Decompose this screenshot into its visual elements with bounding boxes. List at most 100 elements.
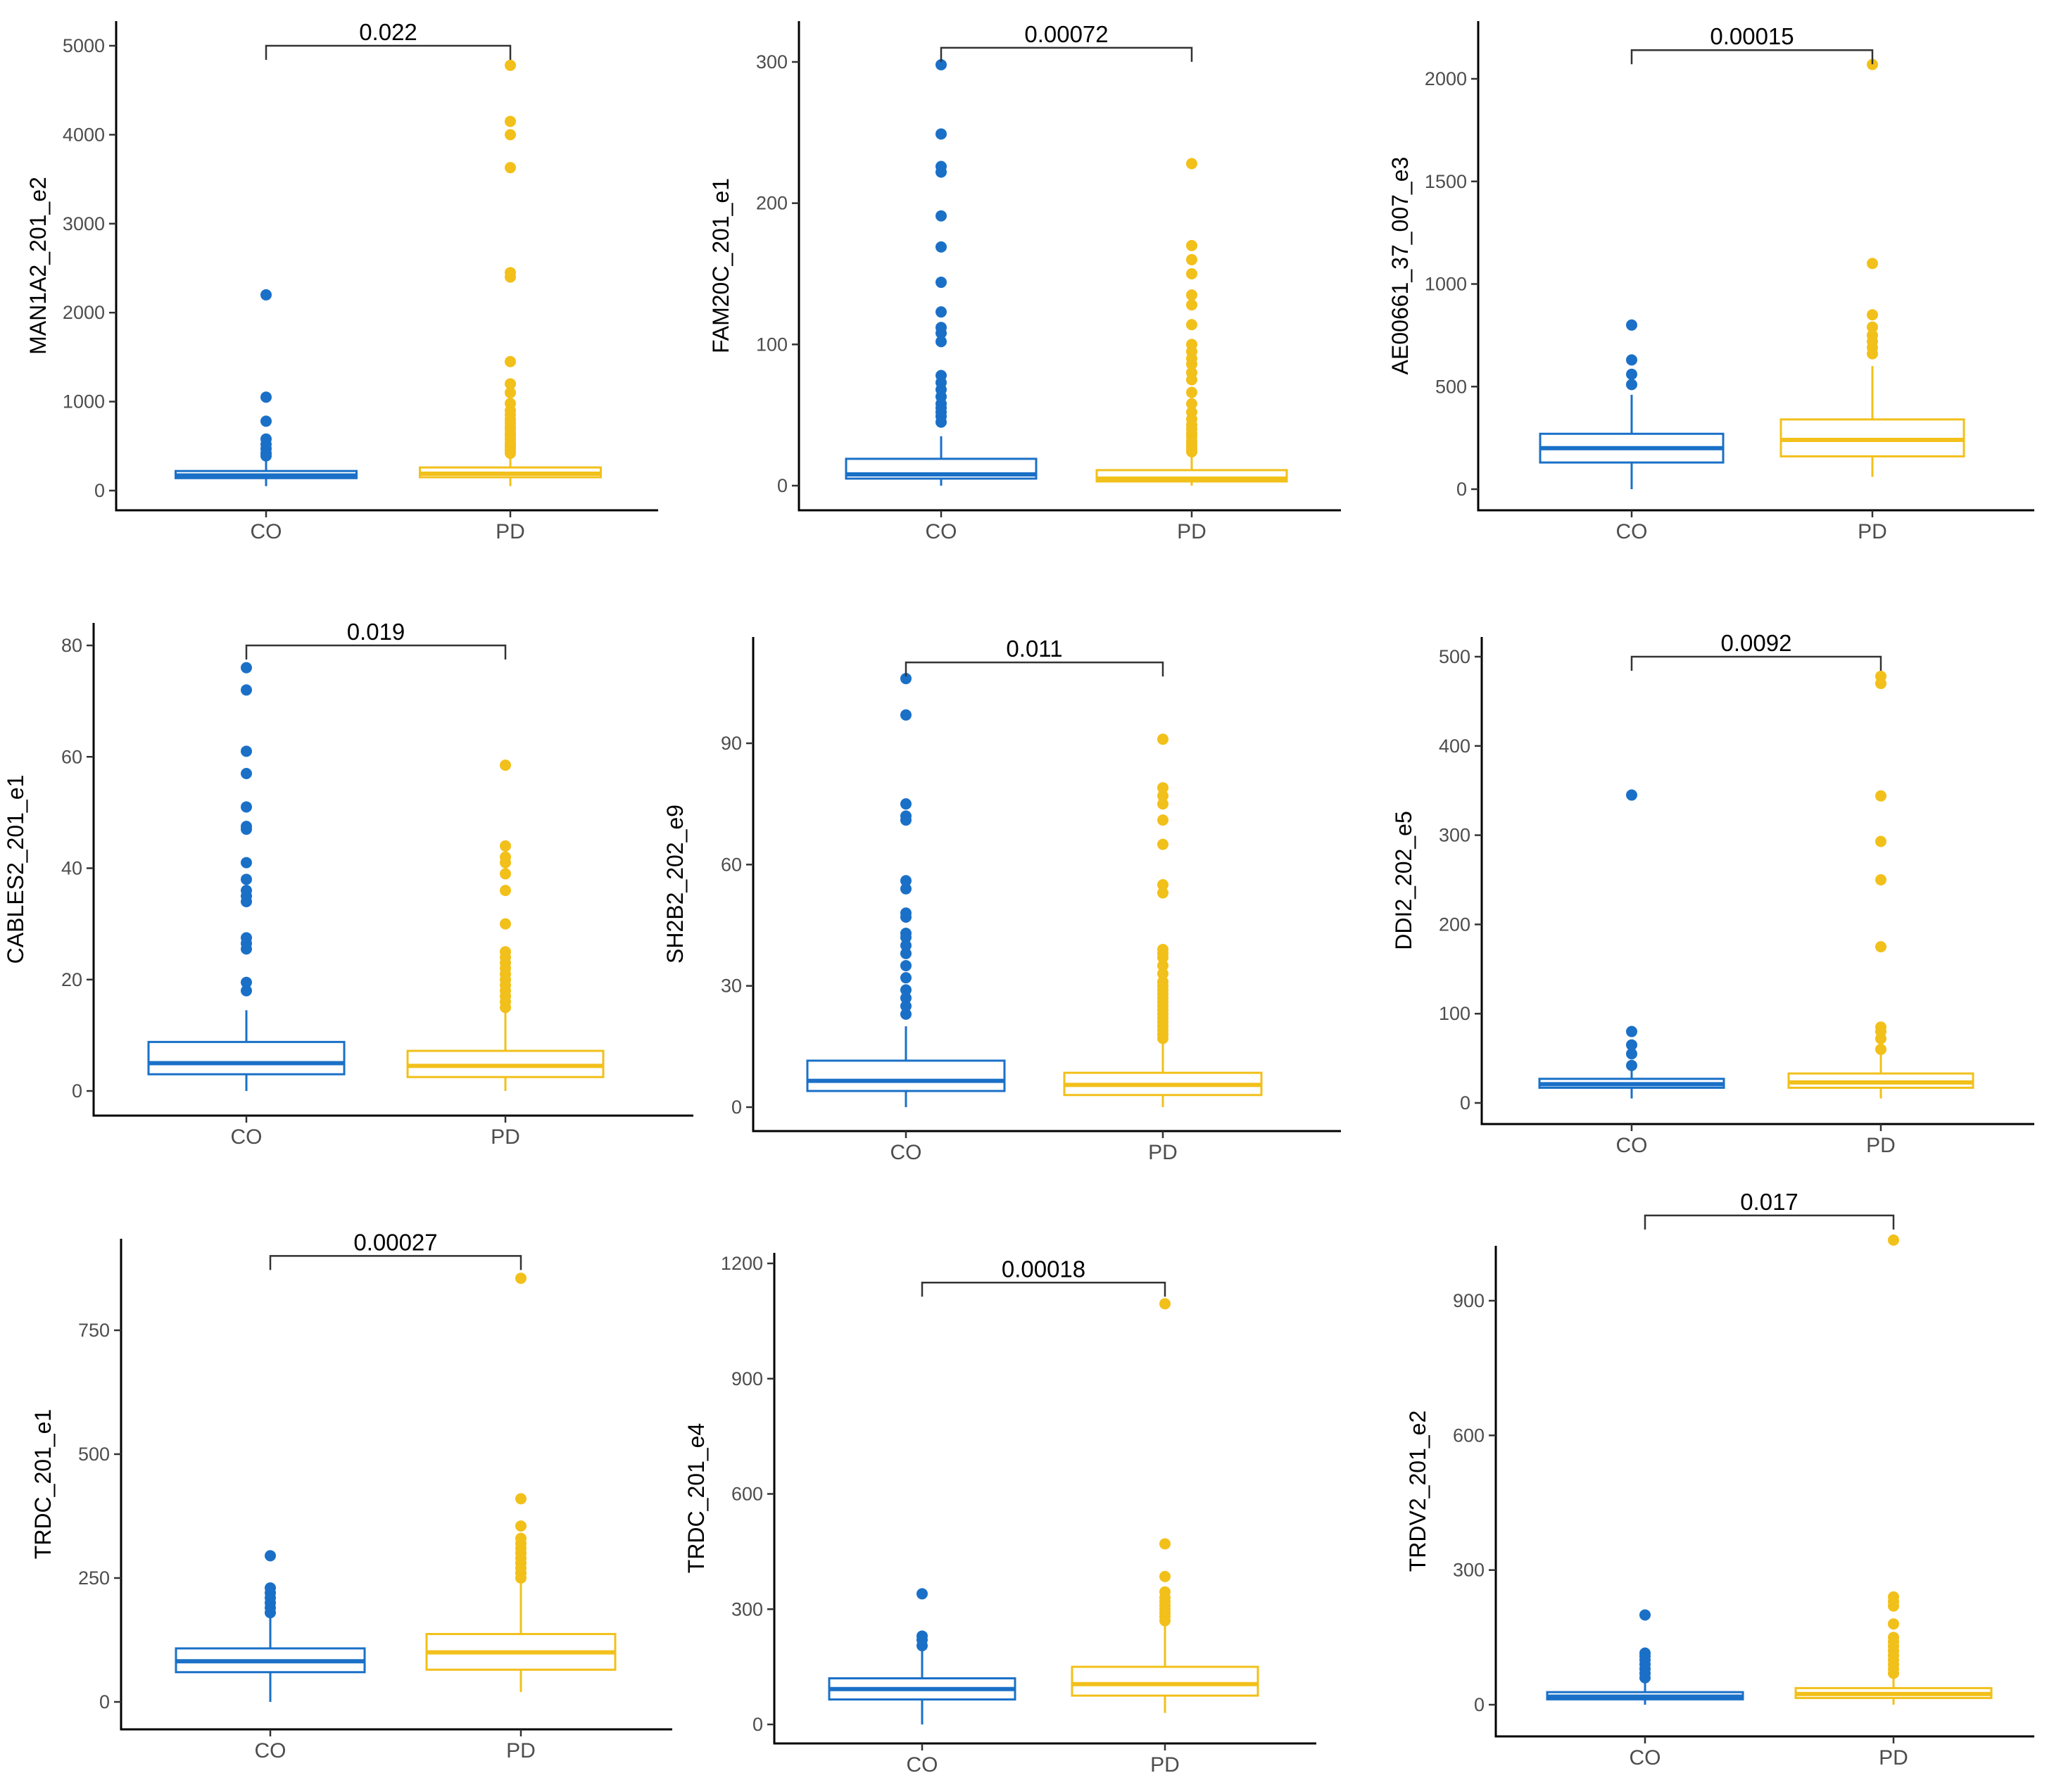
outlier-point: [1875, 1033, 1886, 1045]
outlier-point: [500, 1002, 511, 1014]
iqr-box: [806, 1059, 1006, 1092]
outlier-point: [1157, 959, 1168, 971]
box-CO: [1546, 1609, 1744, 1705]
p-value-label: 0.00072: [1024, 21, 1108, 47]
box-PD: [1794, 1234, 1993, 1705]
outlier-point: [1875, 790, 1886, 802]
outlier-point: [900, 940, 912, 952]
y-axis-title: DDI2_202_e5: [1391, 811, 1416, 949]
chart-panel-TRDC_201_e1: 0 250 500 750 TRDC_201_e1 CO PD 0.00027: [30, 1229, 672, 1762]
outlier-point: [935, 241, 947, 253]
outlier-point: [935, 327, 947, 339]
x-category-label: CO: [255, 1739, 286, 1762]
y-tick-label: 500: [78, 1444, 110, 1465]
outlier-point: [935, 59, 947, 71]
outlier-point: [900, 959, 912, 971]
y-tick-label: 2000: [1425, 68, 1467, 89]
box-CO: [845, 59, 1038, 486]
outlier-point: [1157, 790, 1168, 802]
p-value-label: 0.017: [1740, 1189, 1798, 1215]
x-category-label: CO: [890, 1141, 922, 1164]
outlier-point: [241, 857, 252, 869]
y-tick-label: 300: [731, 1598, 763, 1620]
x-category-label: PD: [1177, 520, 1206, 543]
outlier-point: [1157, 968, 1168, 980]
y-tick-label: 5000: [63, 35, 105, 56]
y-axis-title: TRDC_201_e4: [683, 1423, 709, 1573]
outlier-point: [260, 289, 272, 301]
outlier-point: [916, 1640, 928, 1652]
outlier-point: [241, 895, 252, 907]
y-tick-label: 200: [756, 193, 788, 214]
box-CO: [1538, 789, 1725, 1099]
outlier-point: [1186, 358, 1197, 370]
outlier-point: [1626, 379, 1637, 391]
y-tick-label: 300: [1453, 1560, 1485, 1581]
x-category-label: CO: [907, 1753, 938, 1777]
x-category-label: PD: [491, 1125, 520, 1149]
y-tick-label: 200: [1439, 914, 1470, 935]
significance-bracket: [921, 1282, 1166, 1297]
x-category-label: PD: [1858, 520, 1887, 543]
outlier-point: [1159, 1615, 1171, 1627]
y-tick-label: 900: [1453, 1290, 1485, 1311]
y-tick-label: 500: [1439, 646, 1470, 667]
outlier-point: [900, 931, 912, 943]
outlier-point: [1888, 1600, 1899, 1612]
outlier-point: [500, 759, 511, 771]
outlier-point: [1157, 814, 1168, 826]
y-tick-label: 60: [61, 746, 82, 767]
outlier-point: [1867, 58, 1878, 70]
y-axis-title: FAM20C_201_e1: [708, 178, 733, 353]
box-CO: [147, 662, 346, 1091]
x-category-label: CO: [1616, 520, 1648, 543]
outlier-point: [241, 985, 252, 997]
chart-panel-DDI2_202_e5: 0 100 200 300 400 500 DDI2_202_e5 CO PD 0.0092: [1391, 630, 2034, 1157]
outlier-point: [916, 1588, 928, 1600]
significance-bracket: [1644, 1214, 1895, 1230]
outlier-point: [900, 947, 912, 959]
box-CO: [175, 289, 358, 486]
outlier-point: [241, 824, 252, 835]
outlier-point: [900, 814, 912, 826]
outlier-point: [515, 1572, 527, 1584]
chart-panel-FAM20C_201_e1: 0 100 200 300 FAM20C_201_e1 CO PD 0.00072: [708, 21, 1341, 543]
outlier-point: [900, 875, 912, 887]
outlier-point: [505, 386, 516, 398]
outlier-point: [241, 767, 252, 779]
outlier-point: [1875, 1043, 1886, 1055]
outlier-point: [900, 992, 912, 1004]
outlier-point: [1157, 733, 1168, 745]
y-axis-title: CABLES2_201_e1: [3, 775, 28, 964]
y-tick-label: 1000: [63, 391, 105, 412]
significance-bracket: [1630, 655, 1882, 671]
p-value-label: 0.00018: [1002, 1256, 1085, 1282]
y-tick-label: 0: [72, 1080, 82, 1102]
significance-bracket: [245, 644, 507, 660]
y-tick-label: 4000: [63, 124, 105, 145]
outlier-point: [935, 277, 947, 289]
outlier-point: [1157, 798, 1168, 810]
outlier-point: [500, 857, 511, 869]
outlier-point: [935, 210, 947, 222]
y-axis-title: AE00661_37_007_e3: [1387, 157, 1413, 375]
outlier-point: [265, 1607, 276, 1619]
iqr-box: [147, 1040, 346, 1075]
outlier-point: [260, 415, 272, 427]
outlier-point: [241, 745, 252, 757]
outlier-point: [500, 885, 511, 897]
outlier-point: [260, 391, 272, 403]
outlier-point: [1626, 1059, 1637, 1071]
p-value-label: 0.00027: [353, 1229, 437, 1255]
outlier-point: [1875, 678, 1886, 690]
outlier-point: [1626, 319, 1637, 331]
y-tick-label: 0: [1460, 1092, 1470, 1113]
y-tick-label: 0: [1474, 1694, 1485, 1715]
box-PD: [1095, 158, 1288, 486]
outlier-point: [1888, 1667, 1899, 1679]
outlier-point: [900, 972, 912, 984]
y-axis-title: TRDV2_201_e2: [1405, 1411, 1430, 1572]
y-tick-label: 3000: [63, 213, 105, 234]
outlier-point: [1875, 941, 1886, 953]
y-tick-label: 20: [61, 969, 82, 990]
